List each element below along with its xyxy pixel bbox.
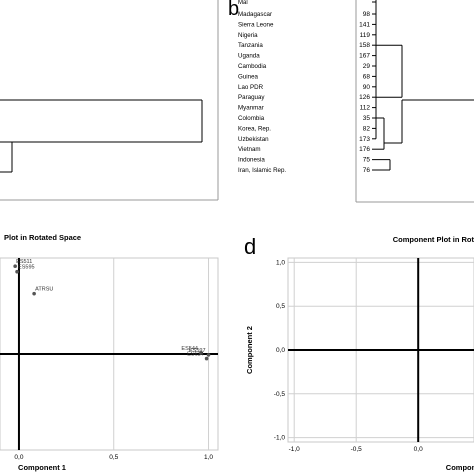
point-label: ES544 [181, 346, 198, 352]
y-tick-label: -1,0 [274, 435, 286, 442]
case-number: 141 [359, 21, 370, 28]
case-number: 158 [359, 42, 370, 49]
country-label: Iran, Islamic Rep. [238, 167, 286, 174]
case-number: 76 [363, 167, 371, 174]
country-label: Guinea [238, 73, 259, 80]
country-label: Tanzania [238, 42, 263, 49]
dendrogram-a-svg [0, 0, 219, 201]
data-point [13, 264, 17, 269]
plot-title: Component Plot in Rot [393, 235, 474, 244]
panel-a-dendrogram [0, 0, 226, 206]
point-label: ES511 [16, 259, 32, 265]
data-point [199, 351, 203, 355]
country-label: Madagascar [238, 11, 272, 18]
country-label: Korea, Rep. [238, 125, 271, 132]
country-label: Vietnam [238, 146, 261, 153]
y-tick-label: 1,0 [276, 259, 285, 266]
country-label: Colombia [238, 115, 265, 122]
data-point [32, 291, 36, 296]
case-number: 173 [359, 136, 370, 143]
case-number: 98 [363, 11, 371, 18]
country-label: Indonesia [238, 157, 265, 164]
country-label: Paraguay [238, 94, 265, 101]
case-number: 82 [363, 125, 371, 132]
panel-d-letter: d [244, 234, 257, 259]
data-point [206, 353, 211, 357]
x-tick-label: 0,0 [14, 454, 23, 461]
x-tick-label: 1,0 [204, 454, 213, 461]
country-label: Uzbekistan [238, 136, 269, 143]
case-number: 29 [363, 63, 371, 70]
plot-d-svg: -1,0 -0,5 0,0 1,0 0,5 0,0 -0,5 -1,0 Component Pl… [245, 235, 474, 472]
dendrogram-b-svg: Mal Madagascar Sierra Leone Nigeria Tanzania… [238, 0, 474, 203]
x-axis-label: Component 1 [18, 463, 66, 472]
country-label: Cambodia [238, 63, 267, 70]
country-label: Mal [238, 0, 248, 6]
country-label: Uganda [238, 53, 260, 60]
y-tick-label: 0,0 [276, 347, 285, 354]
panel-b-letter: b [228, 0, 240, 20]
data-point [204, 356, 209, 361]
case-number: 90 [363, 84, 371, 91]
case-number: 167 [359, 53, 370, 60]
x-tick-label: -0,5 [351, 446, 363, 453]
point-label: ES597 [189, 348, 206, 354]
country-label: Nigeria [238, 32, 258, 39]
x-tick-label: 0,5 [109, 454, 118, 461]
case-number: 75 [363, 157, 371, 164]
case-number: 35 [363, 115, 371, 122]
x-axis-label: Compon [446, 463, 474, 472]
x-tick-label: -1,0 [289, 446, 301, 453]
case-number: 68 [363, 73, 371, 80]
panel-b-dendrogram: b Mal Madagascar Sierra Leone Nigeria Tanzan… [226, 0, 474, 206]
country-label: Myanmar [238, 105, 264, 112]
y-tick-label: 0,5 [276, 303, 285, 310]
point-label: ATRSU [35, 287, 53, 293]
case-number: 119 [360, 32, 371, 39]
plot-title: Plot in Rotated Space [4, 233, 81, 242]
point-label: ES595 [18, 265, 35, 271]
country-label: Lao PDR [238, 84, 264, 91]
panel-d-scatter: d -1,0 -0,5 0,0 1,0 0,5 0,0 -0,5 -1,0 Component … [236, 230, 474, 474]
country-label: Sierra Leone [238, 21, 274, 28]
case-number: 126 [359, 94, 370, 101]
case-number: 112 [360, 105, 371, 112]
point-label: ES624 [187, 352, 204, 358]
case-number: 176 [359, 146, 370, 153]
data-point [15, 269, 19, 274]
panel-c-scatter: 0,0 0,5 1,0 ES511 ES595 ATRSU ES544 ES597 ES624 P… [0, 230, 226, 474]
x-tick-label: 0,0 [414, 446, 423, 453]
y-tick-label: -0,5 [274, 391, 286, 398]
y-axis-label: Component 2 [245, 326, 254, 374]
